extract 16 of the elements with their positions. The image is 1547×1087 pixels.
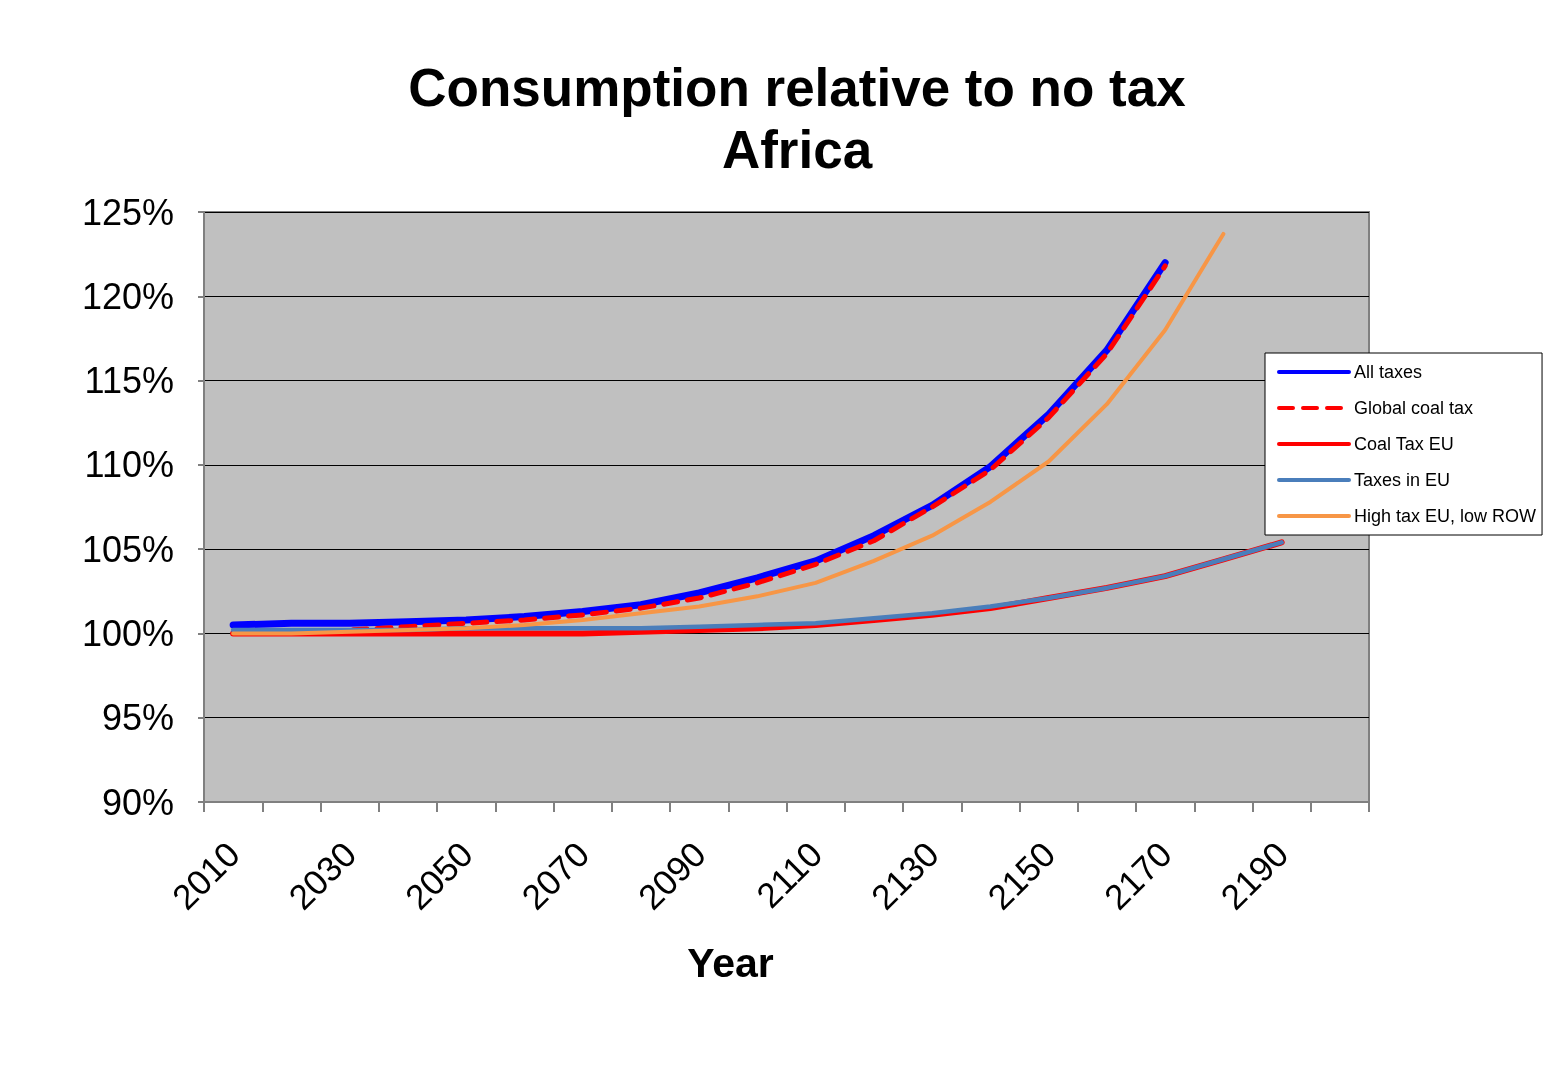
- y-tick-label: 115%: [84, 360, 174, 402]
- chart-subtitle: Africa: [721, 119, 873, 179]
- legend-label: All taxes: [1354, 362, 1423, 382]
- y-tick-label: 110%: [84, 444, 174, 486]
- chart-title: Consumption relative to no tax: [408, 57, 1187, 117]
- legend-label: Global coal tax: [1354, 398, 1474, 418]
- y-tick-label: 105%: [81, 528, 174, 570]
- legend-label: Coal Tax EU: [1354, 434, 1454, 454]
- y-tick-label: 120%: [81, 275, 174, 317]
- y-tick-label: 90%: [101, 781, 174, 823]
- legend-label: Taxes in EU: [1354, 470, 1451, 490]
- y-tick-label: 95%: [101, 697, 174, 739]
- legend-label: High tax EU, low ROW: [1354, 506, 1537, 526]
- y-tick-label: 125%: [81, 191, 174, 233]
- x-axis-title: Year: [687, 939, 774, 986]
- y-tick-label: 100%: [81, 612, 174, 654]
